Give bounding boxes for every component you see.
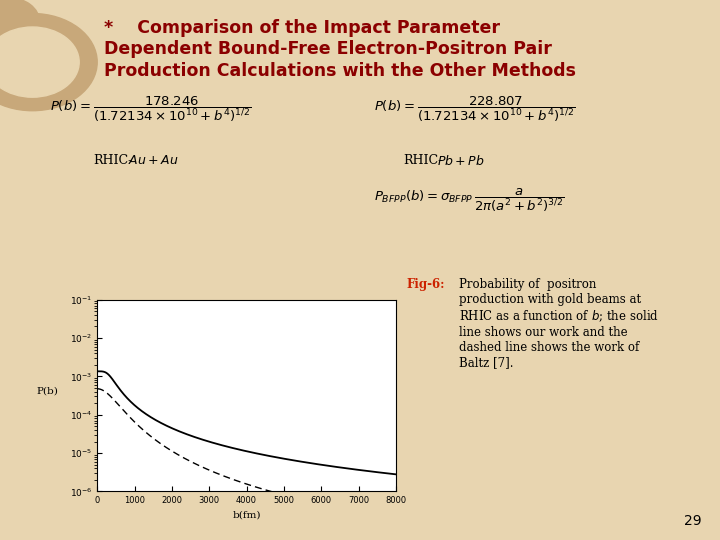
Text: 29: 29	[685, 514, 702, 528]
Text: Production Calculations with the Other Methods: Production Calculations with the Other M…	[104, 62, 577, 80]
Circle shape	[0, 0, 40, 46]
Text: Probability of  positron
production with gold beams at
RHIC as a function of $b$: Probability of positron production with …	[459, 278, 660, 369]
Text: $P_{BFPP}(b)=\sigma_{BFPP}\,\dfrac{a}{2\pi(a^{2}+b^{2})^{3/2}}$: $P_{BFPP}(b)=\sigma_{BFPP}\,\dfrac{a}{2\…	[374, 186, 565, 214]
Text: Dependent Bound-Free Electron-Positron Pair: Dependent Bound-Free Electron-Positron P…	[104, 40, 552, 58]
Text: *    Comparison of the Impact Parameter: * Comparison of the Impact Parameter	[104, 19, 500, 37]
Text: RHIC-: RHIC-	[94, 154, 133, 167]
Y-axis label: P(b): P(b)	[37, 387, 58, 395]
Circle shape	[0, 27, 79, 97]
Text: $P(b)=\dfrac{228.807}{(1.72134\times10^{10}+b^{4})^{1/2}}$: $P(b)=\dfrac{228.807}{(1.72134\times10^{…	[374, 94, 576, 124]
X-axis label: b(fm): b(fm)	[233, 511, 261, 520]
Circle shape	[0, 14, 97, 111]
Text: RHIC-: RHIC-	[403, 154, 443, 167]
Text: $Au+Au$: $Au+Au$	[128, 154, 179, 167]
Text: $P(b)=\dfrac{178.246}{(1.72134\times10^{10}+b^{4})^{1/2}}$: $P(b)=\dfrac{178.246}{(1.72134\times10^{…	[50, 94, 252, 124]
Text: $Pb+Pb$: $Pb+Pb$	[437, 154, 485, 168]
Text: Fig-6:: Fig-6:	[407, 278, 445, 291]
